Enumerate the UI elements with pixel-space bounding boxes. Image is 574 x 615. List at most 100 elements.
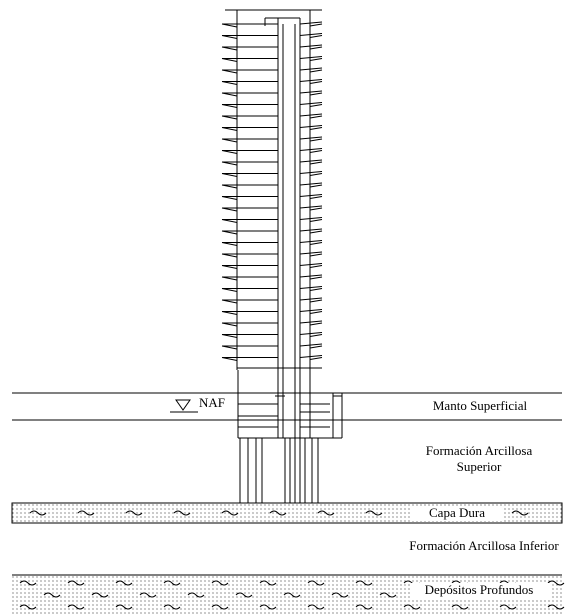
structure-line: [221, 242, 238, 246]
wave-symbol: [331, 592, 349, 598]
structure-line: [309, 334, 323, 337]
layer-label: Formación Arcillosa Inferior: [409, 538, 559, 553]
structure-line: [309, 58, 323, 61]
structure-line: [309, 196, 323, 199]
structure-line: [309, 138, 323, 142]
structure-line: [299, 90, 323, 94]
structure-line: [309, 161, 323, 165]
wave-symbol: [499, 604, 517, 610]
structure-line: [221, 345, 238, 350]
wave-symbol: [511, 510, 529, 516]
wave-symbol: [379, 592, 397, 598]
structure-line: [299, 309, 323, 312]
structure-line: [299, 240, 323, 243]
structure-line: [299, 286, 323, 289]
structure-line: [309, 104, 323, 107]
structure-line: [221, 138, 238, 143]
structure-line: [309, 242, 323, 245]
wave-symbol: [139, 592, 157, 598]
layer-label: Capa Dura: [429, 505, 485, 520]
wave-symbol: [221, 510, 239, 516]
structure-line: [221, 104, 238, 108]
structure-line: [221, 115, 238, 120]
wave-symbol: [115, 604, 133, 610]
building: [221, 9, 343, 503]
wave-symbol: [547, 604, 565, 610]
structure-line: [309, 35, 323, 38]
structure-line: [221, 58, 238, 62]
structure-line: [299, 159, 323, 163]
wave-symbol: [403, 604, 421, 610]
structure-line: [309, 299, 323, 303]
structure-line: [221, 334, 238, 338]
wave-symbol: [173, 510, 191, 516]
structure-line: [221, 173, 238, 177]
structure-line: [221, 69, 238, 74]
wave-symbol: [355, 580, 373, 586]
structure-line: [221, 299, 238, 304]
structure-line: [221, 161, 238, 166]
structure-line: [221, 207, 238, 212]
wave-symbol: [259, 604, 277, 610]
structure-line: [309, 357, 323, 360]
structure-line: [299, 205, 323, 209]
wave-symbol: [307, 580, 325, 586]
structure-line: [309, 253, 323, 257]
wave-symbol: [115, 580, 133, 586]
water-table: NAF: [170, 395, 225, 413]
wave-symbol: [91, 592, 109, 598]
structure-line: [299, 148, 323, 151]
structure-line: [309, 276, 323, 280]
wave-symbol: [259, 580, 277, 586]
wave-symbol: [307, 604, 325, 610]
wave-symbol: [67, 604, 85, 610]
structure-line: [309, 322, 323, 326]
structure-line: [299, 263, 323, 266]
structure-line: [299, 217, 323, 220]
structure-line: [309, 92, 323, 96]
structure-line: [221, 253, 238, 258]
structure-line: [309, 207, 323, 211]
wave-symbol: [355, 604, 373, 610]
structure-line: [221, 81, 238, 85]
structure-line: [221, 265, 238, 269]
structure-line: [309, 127, 323, 130]
structure-line: [299, 79, 323, 82]
structure-line: [221, 322, 238, 327]
structure-line: [299, 113, 323, 117]
layer-label: Depósitos Profundos: [425, 582, 534, 597]
structure-line: [309, 265, 323, 268]
structure-line: [309, 69, 323, 73]
naf-label: NAF: [199, 395, 225, 410]
wave-symbol: [19, 604, 37, 610]
wave-symbol: [77, 510, 95, 516]
structure-line: [299, 355, 323, 358]
structure-line: [221, 357, 238, 361]
structure-line: [299, 228, 323, 232]
structure-line: [221, 35, 238, 39]
wave-symbol: [283, 592, 301, 598]
structure-line: [299, 343, 323, 347]
structure-line: [299, 332, 323, 335]
structure-line: [299, 251, 323, 255]
structure-line: [309, 219, 323, 222]
structure-line: [299, 182, 323, 186]
structure-line: [309, 230, 323, 234]
structure-line: [221, 46, 238, 51]
structure-line: [221, 92, 238, 97]
structure-line: [299, 21, 323, 25]
structure-line: [299, 136, 323, 140]
wave-symbol: [451, 604, 469, 610]
structure-line: [221, 230, 238, 235]
structure-line: [309, 173, 323, 176]
structure-line: [299, 194, 323, 197]
wave-symbol: [125, 510, 143, 516]
wave-symbol: [269, 510, 287, 516]
structure-line: [309, 288, 323, 291]
structure-line: [221, 288, 238, 292]
wave-symbol: [211, 580, 229, 586]
structure-line: [299, 44, 323, 48]
structure-line: [309, 115, 323, 119]
structure-line: [299, 274, 323, 278]
